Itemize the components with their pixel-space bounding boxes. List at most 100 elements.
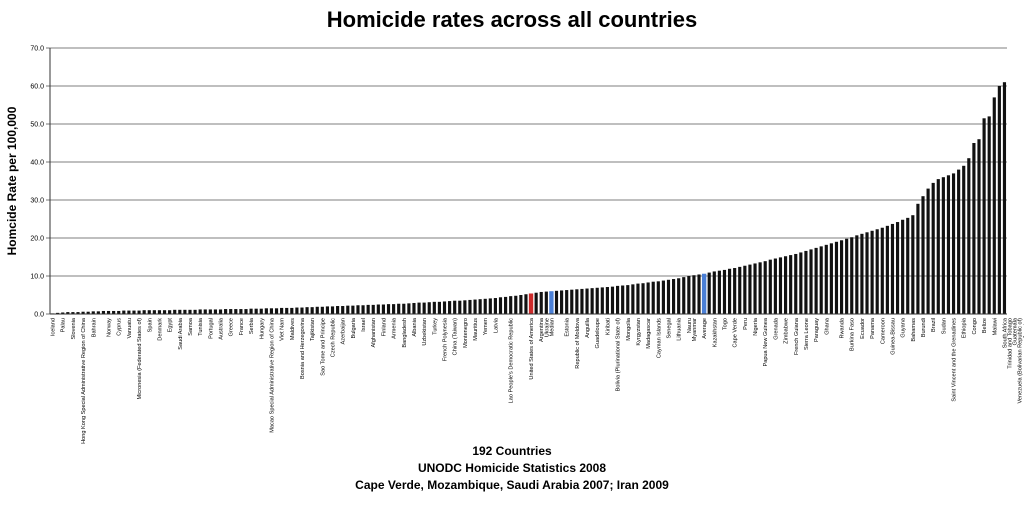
bar — [783, 256, 788, 314]
x-tick-label: Ukraine — [544, 318, 550, 337]
bar — [712, 271, 716, 314]
bar — [544, 291, 548, 314]
bar — [534, 292, 538, 314]
x-tick-label: Burundi — [921, 318, 927, 337]
bar — [590, 288, 594, 314]
bar — [356, 305, 360, 314]
x-tick-label: Nigeria — [753, 317, 759, 336]
bar — [448, 301, 452, 314]
bar — [804, 250, 808, 314]
x-tick-label: Bangladesh — [402, 318, 408, 348]
bar — [687, 276, 691, 314]
y-tick-label: 20.0 — [30, 236, 44, 243]
x-tick-label: Republic of Moldova — [575, 317, 581, 369]
bar — [875, 229, 879, 314]
x-tick-label: Denmark — [157, 318, 163, 341]
bar — [66, 312, 70, 314]
x-tick-label: Trinidad and Tobago — [1008, 318, 1014, 369]
bar — [911, 215, 915, 314]
bar — [565, 290, 569, 314]
x-tick-label: Lithuania — [677, 317, 683, 341]
x-tick-label: Hong Kong Special Administrative Region … — [81, 317, 87, 444]
bar — [218, 309, 223, 314]
x-tick-label: Venezuela (Bolivarian Republic of) — [1018, 318, 1024, 404]
bar — [753, 263, 757, 314]
x-tick-label: Ethiopia — [962, 317, 968, 338]
x-tick-label: Sao Tome and Principe — [320, 318, 326, 376]
x-tick-label: Spain — [147, 318, 153, 332]
bar — [122, 310, 126, 314]
caption-note: Cape Verde, Mozambique, Saudi Arabia 200… — [355, 478, 669, 492]
x-tick-label: Macao Special Administrative Region of C… — [269, 317, 275, 433]
x-tick-label: Belize — [982, 318, 988, 333]
bar — [916, 203, 920, 314]
bar — [213, 309, 218, 314]
bar — [325, 306, 330, 314]
bar — [178, 309, 182, 314]
y-tick-label: 10.0 — [30, 274, 44, 281]
x-tick-label: Palau — [61, 318, 67, 332]
x-tick-label: Bosnia and Herzegovina — [300, 317, 306, 379]
bar — [493, 298, 497, 314]
y-tick-label: 60.0 — [30, 84, 44, 91]
x-tick-label: Portugal — [208, 318, 214, 339]
x-tick-label: Lao People's Democratic Republic — [509, 318, 515, 404]
x-tick-label: Serbia — [249, 317, 255, 334]
bar — [437, 301, 441, 314]
bar — [885, 225, 889, 314]
x-tick-label: Sierra Leone — [804, 318, 810, 350]
bar — [646, 282, 650, 314]
bar — [789, 255, 793, 314]
bar — [692, 275, 696, 314]
bar — [570, 289, 574, 314]
axes — [49, 48, 1007, 315]
bar — [269, 308, 274, 314]
bar — [341, 306, 345, 314]
x-tick-label: Argentina — [539, 317, 545, 342]
x-tick-label: Egypt — [168, 318, 174, 333]
bar — [412, 302, 416, 314]
bar — [442, 301, 447, 314]
x-tick-label: Nauru — [687, 318, 693, 333]
bar — [967, 158, 971, 314]
bar — [132, 310, 136, 314]
bar — [809, 249, 813, 314]
bar — [376, 304, 380, 314]
x-tick-label: Israel — [361, 318, 367, 332]
x-tick-label: Albania — [412, 317, 418, 337]
bar — [528, 293, 534, 314]
bar — [890, 223, 895, 314]
bar — [488, 298, 492, 314]
bar — [386, 304, 391, 314]
x-tick-label: Latvia — [493, 317, 499, 333]
bar — [707, 272, 711, 314]
bar — [254, 308, 258, 314]
x-tick-label: Sudan — [941, 318, 947, 334]
bar — [636, 283, 640, 314]
bar — [101, 310, 106, 314]
bar — [794, 253, 798, 314]
bar — [351, 305, 355, 314]
bar — [305, 307, 309, 314]
bar — [514, 295, 518, 314]
bar — [595, 287, 599, 314]
bar — [610, 286, 615, 314]
bar — [498, 297, 503, 314]
bar — [768, 259, 772, 314]
bar — [300, 307, 304, 314]
bar — [855, 235, 859, 314]
bar — [850, 237, 854, 314]
x-tick-label: Estonia — [565, 317, 571, 337]
bar — [580, 288, 584, 314]
x-tick-label: Cape Verde — [733, 318, 739, 348]
bar — [982, 118, 986, 314]
bar — [127, 310, 131, 314]
x-tick-label: Kiribati — [605, 318, 611, 335]
x-tick-label: Bahamas — [911, 318, 917, 342]
x-tick-label: Senegal — [666, 318, 672, 339]
x-tick-label: Yemen — [483, 318, 489, 335]
bar — [819, 246, 823, 314]
bars — [50, 82, 1007, 315]
bar — [193, 309, 197, 314]
x-tick-label: Micronesia (Federated States of) — [137, 318, 143, 400]
